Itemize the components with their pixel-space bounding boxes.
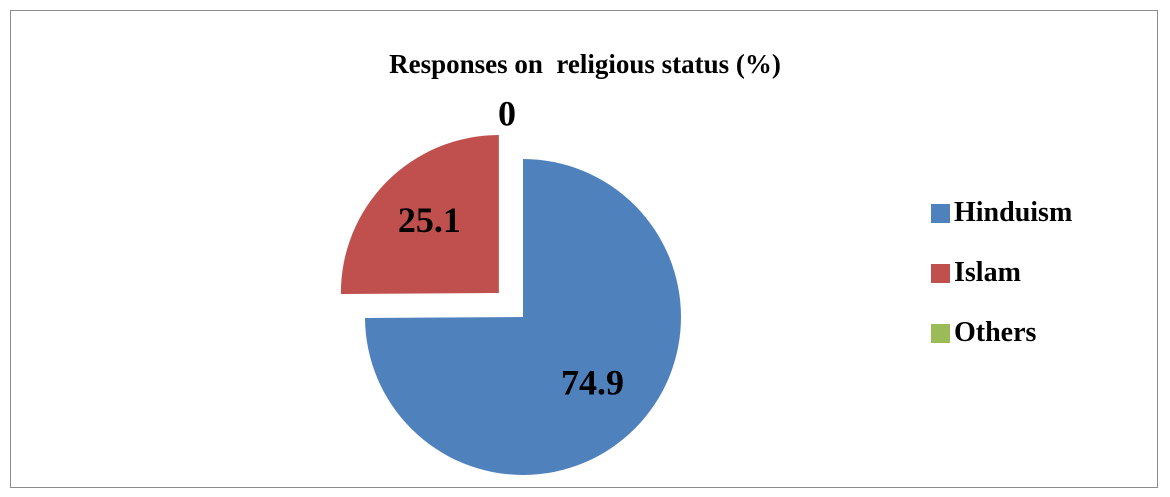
chart-title: Responses on religious status (%) bbox=[389, 49, 781, 79]
legend-swatch-others bbox=[931, 323, 950, 343]
pie-chart: 74.9 25.1 0 bbox=[340, 93, 682, 475]
data-label-islam: 25.1 bbox=[398, 200, 461, 240]
legend-label-others: Others bbox=[954, 317, 1037, 348]
pie-slice-islam bbox=[340, 135, 499, 295]
legend-item-islam: Islam bbox=[931, 243, 1072, 303]
data-label-others: 0 bbox=[498, 93, 516, 133]
chart-frame: Responses on religious status (%) 74.9 25… bbox=[10, 10, 1158, 488]
legend-label-islam: Islam bbox=[954, 257, 1021, 288]
legend-label-hinduism: Hinduism bbox=[954, 197, 1073, 228]
legend-swatch-islam bbox=[931, 263, 950, 283]
legend-item-hinduism: Hinduism bbox=[931, 183, 1072, 243]
legend-item-others: Others bbox=[931, 303, 1072, 363]
data-label-hinduism: 74.9 bbox=[561, 362, 624, 402]
legend: Hinduism Islam Others bbox=[931, 183, 1072, 363]
pie-slice-hinduism bbox=[365, 159, 682, 475]
legend-swatch-hinduism bbox=[931, 203, 950, 223]
